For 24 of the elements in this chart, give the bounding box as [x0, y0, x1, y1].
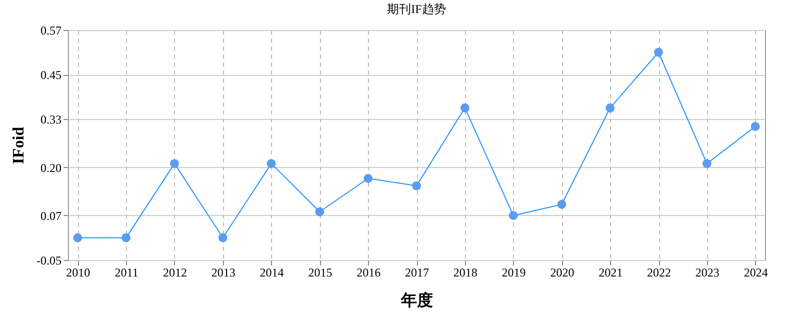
x-tick-label: 2024 [744, 266, 768, 280]
y-tick-label: 0.07 [40, 208, 62, 223]
x-tick-label: 2012 [162, 266, 187, 280]
x-tick-label: 2011 [114, 266, 138, 280]
x-tick-label: 2021 [598, 266, 623, 280]
x-tick-label: 2019 [502, 266, 526, 280]
x-tick-label: 2015 [308, 266, 332, 280]
x-tick-label: 2016 [356, 266, 381, 280]
x-tick-label: 2017 [405, 266, 429, 280]
x-tick-label: 2010 [66, 266, 90, 280]
y-tick-label: 0.33 [40, 112, 62, 127]
x-tick-label: 2013 [211, 266, 236, 280]
y-tick-label: 0.57 [40, 24, 62, 38]
y-tick-label: 0.20 [40, 160, 62, 175]
x-tick-label: 2020 [550, 266, 574, 280]
x-axis-title: 年度 [400, 290, 433, 310]
x-tick-label: 2014 [260, 266, 284, 280]
x-tick-label: 2018 [453, 266, 478, 280]
x-tick-label: 2022 [647, 266, 672, 280]
y-tick-label: 0.45 [40, 68, 62, 82]
y-axis-title: IFoid [10, 126, 28, 164]
y-tick-label: -0.05 [36, 254, 62, 268]
x-tick-label: 2023 [695, 266, 720, 280]
chart-title: 期刊IF趋势 [387, 2, 446, 16]
